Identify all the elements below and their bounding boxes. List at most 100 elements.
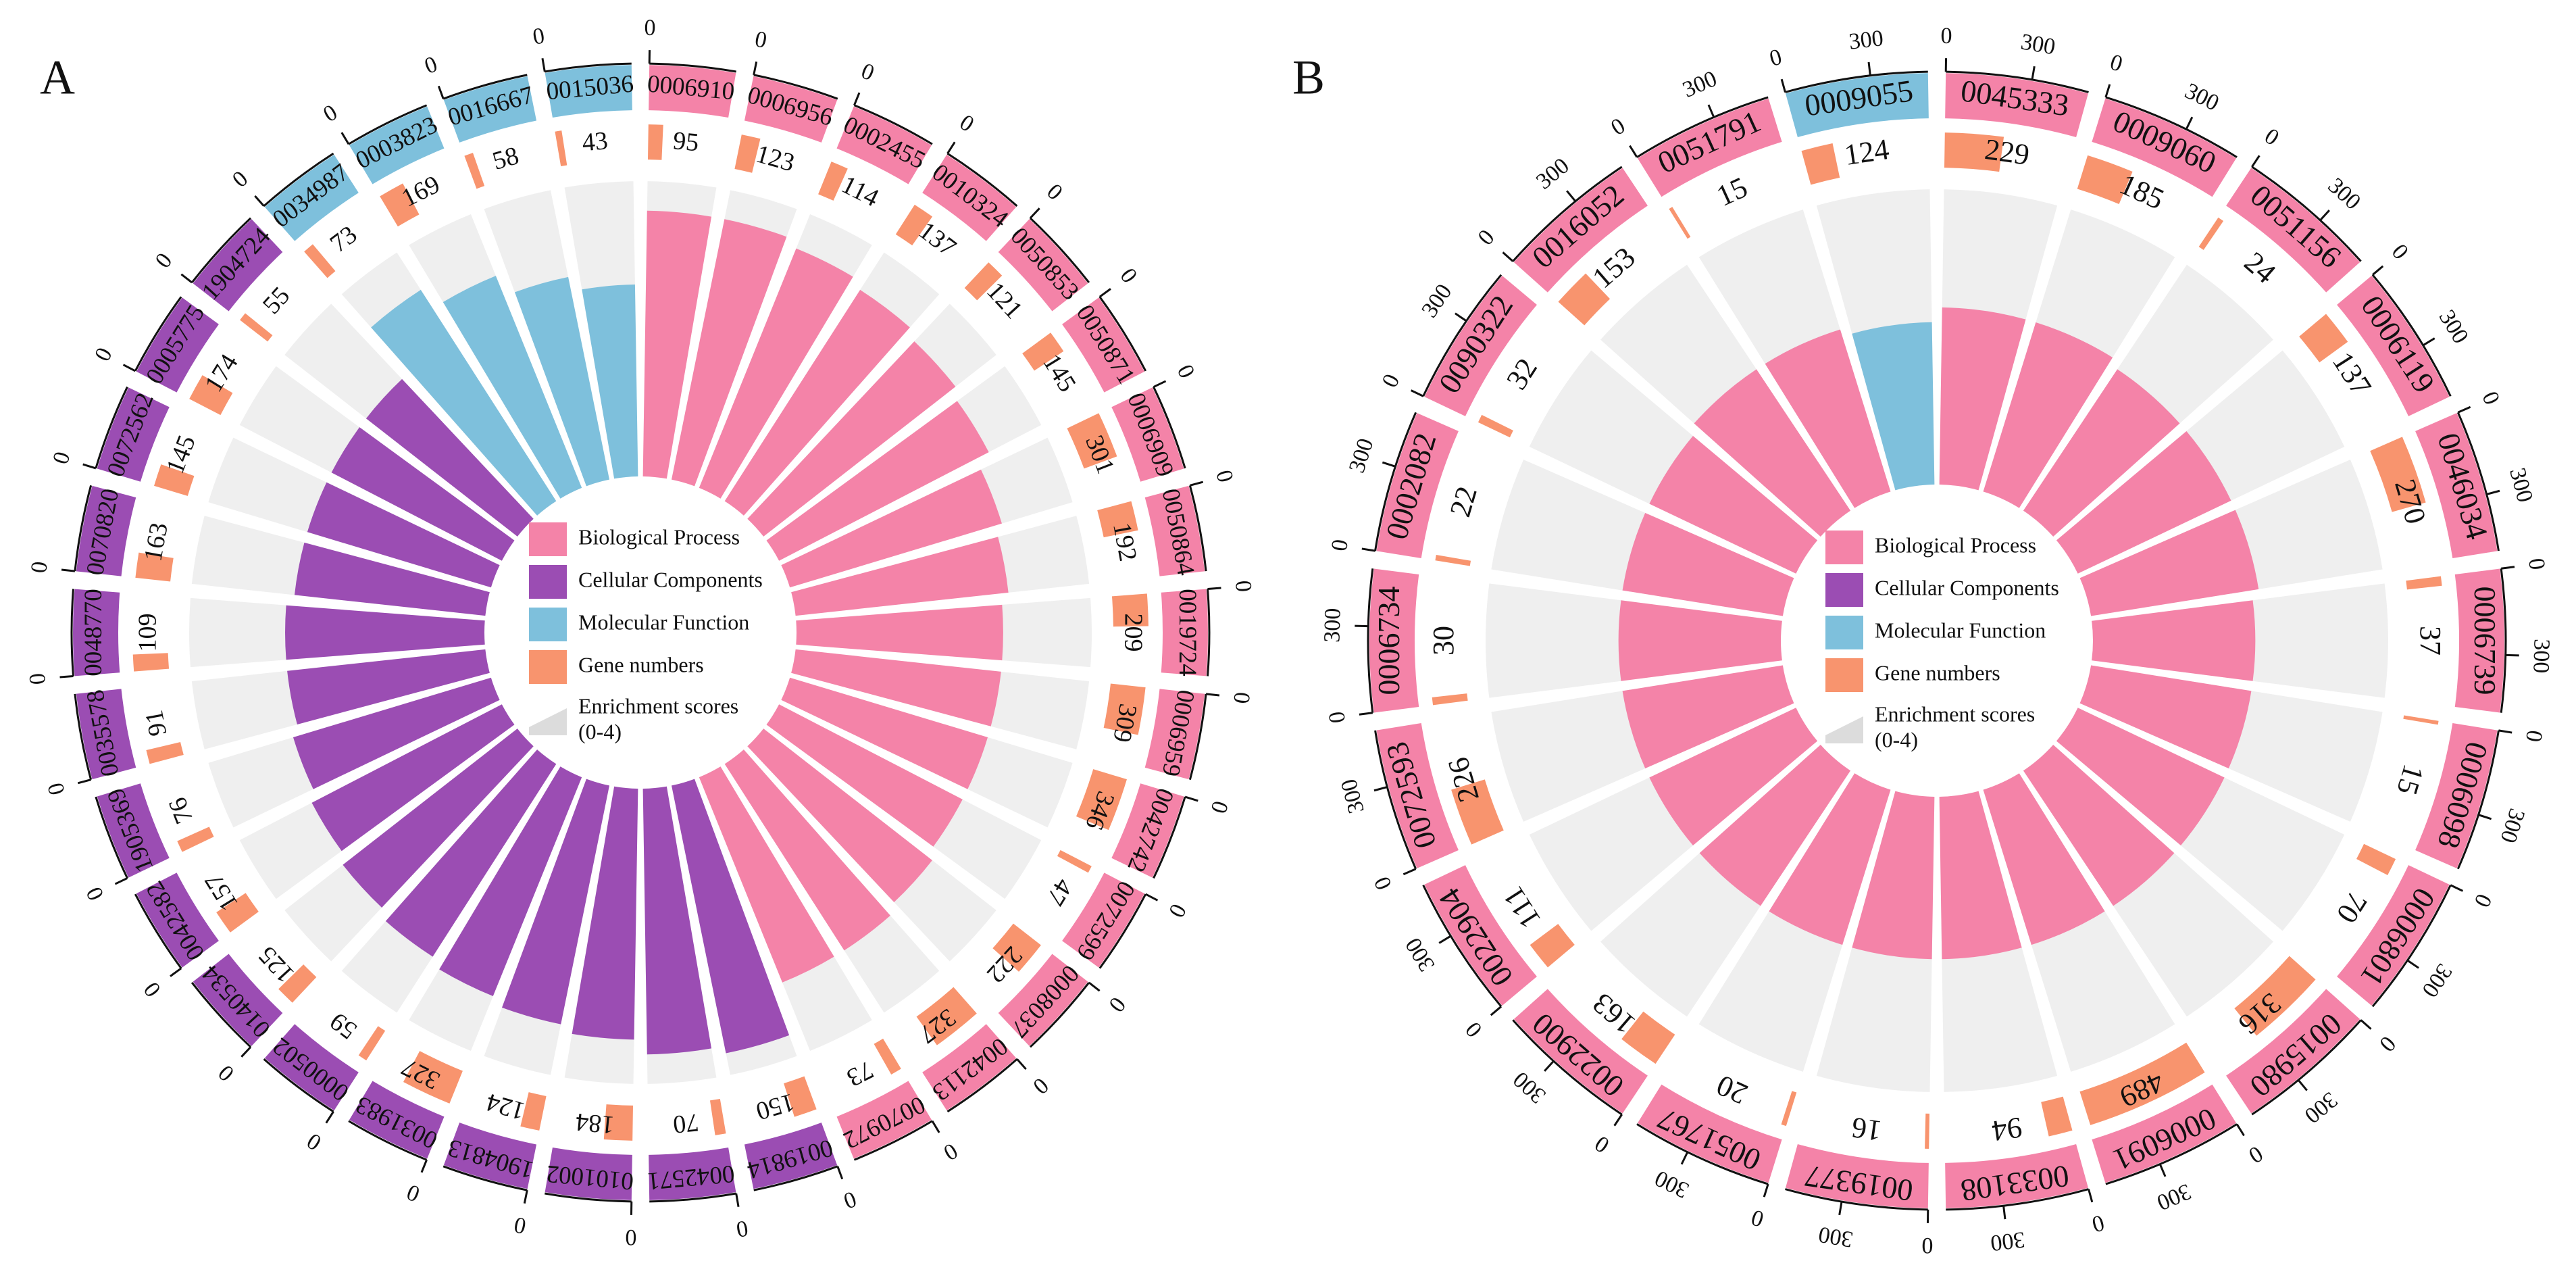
category-box bbox=[1945, 1144, 2088, 1208]
scale-tick-label: 300 bbox=[1336, 776, 1369, 816]
score-bar bbox=[443, 276, 582, 499]
gene-bar bbox=[358, 1026, 386, 1061]
scale-tick-label: 300 bbox=[1532, 153, 1574, 195]
score-bar bbox=[439, 766, 582, 997]
scale-tick-label: 0 bbox=[319, 100, 342, 127]
score-bar bbox=[582, 285, 638, 479]
scale-tick-label: 0 bbox=[644, 16, 656, 41]
gene-number: 24 bbox=[2238, 245, 2282, 290]
category-box bbox=[1376, 413, 1459, 558]
scale-tick bbox=[735, 1193, 740, 1207]
scale-tick bbox=[170, 967, 182, 977]
category-box bbox=[97, 387, 170, 482]
gene-number: 37 bbox=[2414, 626, 2447, 656]
legend-swatch bbox=[1825, 531, 1863, 564]
scale-tick bbox=[2457, 405, 2471, 414]
category-box bbox=[1513, 168, 1648, 293]
scale-tick-label: 0 bbox=[303, 1128, 326, 1155]
score-bar bbox=[724, 749, 890, 951]
gene-bar bbox=[2406, 576, 2442, 590]
legend-label: Enrichment scores bbox=[578, 693, 738, 718]
score-bar bbox=[1618, 600, 1782, 681]
gene-bar bbox=[216, 893, 259, 933]
gene-bar bbox=[1435, 555, 1471, 566]
scale-tick-label: 0 bbox=[1473, 225, 1500, 250]
scale-tick bbox=[2486, 489, 2500, 495]
scale-tick-label: 0 bbox=[1921, 1233, 1934, 1258]
gene-number: 184 bbox=[574, 1108, 615, 1139]
score-bar bbox=[699, 766, 834, 983]
scale-tick bbox=[2031, 66, 2036, 80]
category-box bbox=[136, 297, 219, 393]
scale-tick-label: 0 bbox=[1378, 370, 1405, 391]
legend-swatch bbox=[529, 608, 567, 641]
scale-tick-label: 300 bbox=[2504, 465, 2537, 505]
gene-number: 55 bbox=[257, 281, 296, 319]
score-bar bbox=[791, 537, 1009, 616]
scale-tick bbox=[523, 1189, 528, 1204]
category-box bbox=[136, 872, 219, 968]
gene-bar bbox=[2403, 715, 2439, 725]
gene-bar bbox=[189, 375, 233, 416]
category-label: 0006734 bbox=[1371, 587, 1406, 695]
score-bar bbox=[796, 604, 1003, 661]
scale-tick bbox=[2450, 884, 2464, 892]
gene-bar bbox=[1558, 273, 1611, 326]
scale-tick-label: 0 bbox=[531, 23, 547, 49]
category-label: 0048770 bbox=[80, 589, 107, 676]
scale-tick-label: 0 bbox=[213, 1060, 239, 1086]
score-bar bbox=[1765, 329, 1891, 508]
category-box bbox=[2092, 98, 2236, 197]
score-bar bbox=[294, 542, 490, 616]
score-bar bbox=[747, 341, 956, 537]
scale-arc bbox=[95, 796, 128, 879]
gene-bar bbox=[2077, 155, 2133, 204]
category-box bbox=[443, 76, 537, 143]
category-box bbox=[264, 1024, 359, 1111]
scale-arc bbox=[1422, 885, 1502, 1008]
score-bar bbox=[672, 219, 787, 487]
scale-tick bbox=[2501, 566, 2515, 570]
scale-tick bbox=[1361, 547, 1375, 552]
scale-tick bbox=[2251, 155, 2261, 168]
scale-tick bbox=[59, 675, 74, 679]
score-bar bbox=[642, 786, 712, 1055]
scale-tick bbox=[2297, 1079, 2308, 1091]
category-box bbox=[744, 1123, 838, 1189]
scale-tick-label: 0 bbox=[139, 977, 166, 1002]
legend-label: (0-4) bbox=[1875, 727, 1918, 751]
category-box bbox=[76, 485, 136, 576]
scale-tick-label: 0 bbox=[1205, 798, 1232, 816]
scale-arc bbox=[2105, 1123, 2238, 1185]
score-bar bbox=[1694, 369, 1851, 537]
scale-tick bbox=[1502, 251, 1514, 262]
scale-tick-label: 0 bbox=[1028, 1073, 1053, 1099]
category-box bbox=[2337, 275, 2450, 416]
scale-tick bbox=[2498, 729, 2512, 734]
legend-swatch bbox=[529, 650, 567, 684]
gene-number: 94 bbox=[1990, 1111, 2025, 1148]
scale-tick-label: 0 bbox=[1461, 1017, 1487, 1042]
gene-bar bbox=[1669, 207, 1691, 239]
score-bar bbox=[1939, 307, 2026, 491]
scale-tick bbox=[1707, 104, 1715, 118]
scale-tick bbox=[1016, 1058, 1027, 1070]
category-box bbox=[2226, 989, 2360, 1114]
scale-tick bbox=[2104, 84, 2111, 98]
score-bar bbox=[371, 289, 557, 516]
category-box bbox=[1369, 568, 1419, 713]
gene-bar bbox=[2079, 1042, 2205, 1125]
scale-tick bbox=[1029, 207, 1040, 219]
score-bar bbox=[287, 649, 490, 724]
scale-tick-label: 0 bbox=[2107, 49, 2125, 76]
category-box bbox=[836, 1081, 932, 1159]
category-box bbox=[2337, 865, 2450, 1006]
gene-number: 123 bbox=[753, 140, 797, 178]
score-bar bbox=[1939, 791, 2022, 960]
category-box bbox=[1062, 872, 1144, 968]
scale-tick-label: 0 bbox=[1607, 114, 1630, 141]
scale-tick-label: 0 bbox=[1940, 24, 1952, 49]
scale-tick bbox=[946, 141, 956, 154]
category-box bbox=[545, 65, 632, 118]
